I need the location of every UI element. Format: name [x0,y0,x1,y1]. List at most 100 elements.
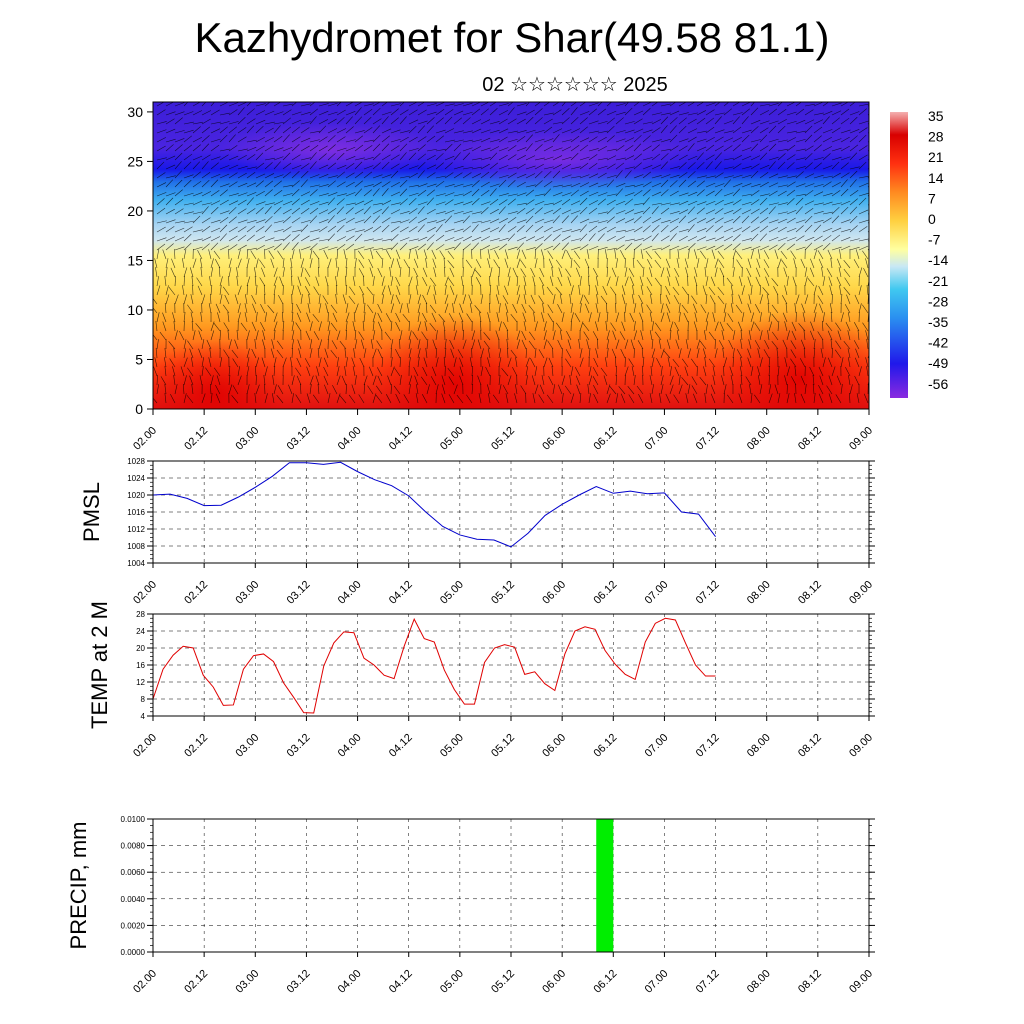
wind-barb [597,246,608,251]
wind-barb [291,234,300,242]
wind-barb [781,259,788,269]
wind-barb [565,358,572,368]
wind-barb [492,394,500,404]
wind-barb [750,366,754,377]
wind-barb [372,153,381,161]
wind-barb [453,321,456,332]
wind-barb [345,139,356,143]
wind-barb [260,303,266,314]
wind-barb [561,184,572,188]
wind-barb [237,208,247,215]
wind-barb [219,183,230,188]
wind-barb [327,258,332,269]
wind-barb [636,385,644,395]
wind-barb [164,393,167,404]
wind-barb [717,295,725,305]
wind-barb [363,145,373,152]
wind-barb [739,366,743,377]
wind-barb [543,202,554,206]
wind-barb [705,258,709,269]
precip-panel: 0.00000.00200.00400.00600.00800.010002.0… [66,815,875,996]
wind-barb [219,245,230,251]
wind-barb [420,376,428,386]
wind-barb [858,197,867,206]
wind-barb [201,366,204,377]
wind-barb [183,111,194,116]
wind-barb [236,267,239,278]
wind-barb [633,174,644,179]
wind-barb [390,145,400,152]
wind-barb [840,179,848,188]
precip-y-tick-label: 0.0060 [121,868,146,877]
wind-barb [552,102,560,107]
temp-y-tick-label: 24 [136,627,145,636]
wind-barb [165,155,176,161]
wind-barb [291,102,298,107]
wind-barb [712,375,716,386]
wind-barb [678,235,688,242]
wind-barb [602,285,608,296]
wind-barb [262,339,266,350]
wind-barb [345,111,356,116]
wind-barb [702,348,707,359]
wind-barb [714,236,725,242]
wind-barb [840,102,849,107]
wind-barb [741,312,745,323]
precip-y-tick-label: 0.0040 [121,895,146,904]
wind-barb [156,161,165,170]
wind-barb [579,156,590,161]
wind-barb [408,125,417,134]
wind-barb [786,198,795,206]
wind-barb [741,165,752,170]
wind-barb [565,268,572,278]
wind-barb [254,393,257,404]
wind-barb [621,321,626,332]
wind-barb [858,192,869,197]
wind-barb [543,188,552,197]
wind-barb [344,366,347,377]
wind-barb [237,165,248,170]
wind-barb [323,366,329,377]
precip-x-tick-label: 08.12 [796,968,824,996]
wind-barb [435,211,446,215]
wind-barb [786,383,788,395]
wind-barb [750,226,760,233]
wind-barb [813,211,824,215]
wind-barb [818,366,824,377]
wind-barb [236,276,239,287]
wind-barb [210,173,221,179]
wind-barb [255,244,265,251]
wind-barb [246,102,252,107]
wind-barb [768,312,772,323]
wind-barb [232,358,239,368]
wind-barb [624,242,633,251]
wind-barb [786,120,797,125]
wind-barb [318,125,327,134]
wind-barb [399,267,402,278]
wind-barb [483,340,491,350]
heatmap-cold-core-1 [420,130,700,190]
wind-barb [741,174,752,179]
wind-barb [633,216,642,224]
wind-barb [588,200,599,206]
wind-barb [579,182,590,188]
wind-barb [813,348,816,359]
wind-barb [696,218,707,224]
wind-barb [678,172,688,179]
wind-barb [354,107,362,116]
wind-barb [669,233,677,242]
wind-barb [372,294,375,305]
wind-barb [210,267,214,278]
wind-barb [290,258,293,269]
wind-barb [264,224,273,233]
wind-barb [660,138,671,143]
wind-barb [475,259,482,269]
wind-barb [795,102,802,107]
wind-barb [487,258,491,269]
wind-barb [782,339,788,350]
wind-barb [165,226,175,233]
wind-barb [719,267,725,278]
wind-barb [736,349,743,359]
wind-barb [183,129,194,134]
wind-barb [528,340,536,350]
